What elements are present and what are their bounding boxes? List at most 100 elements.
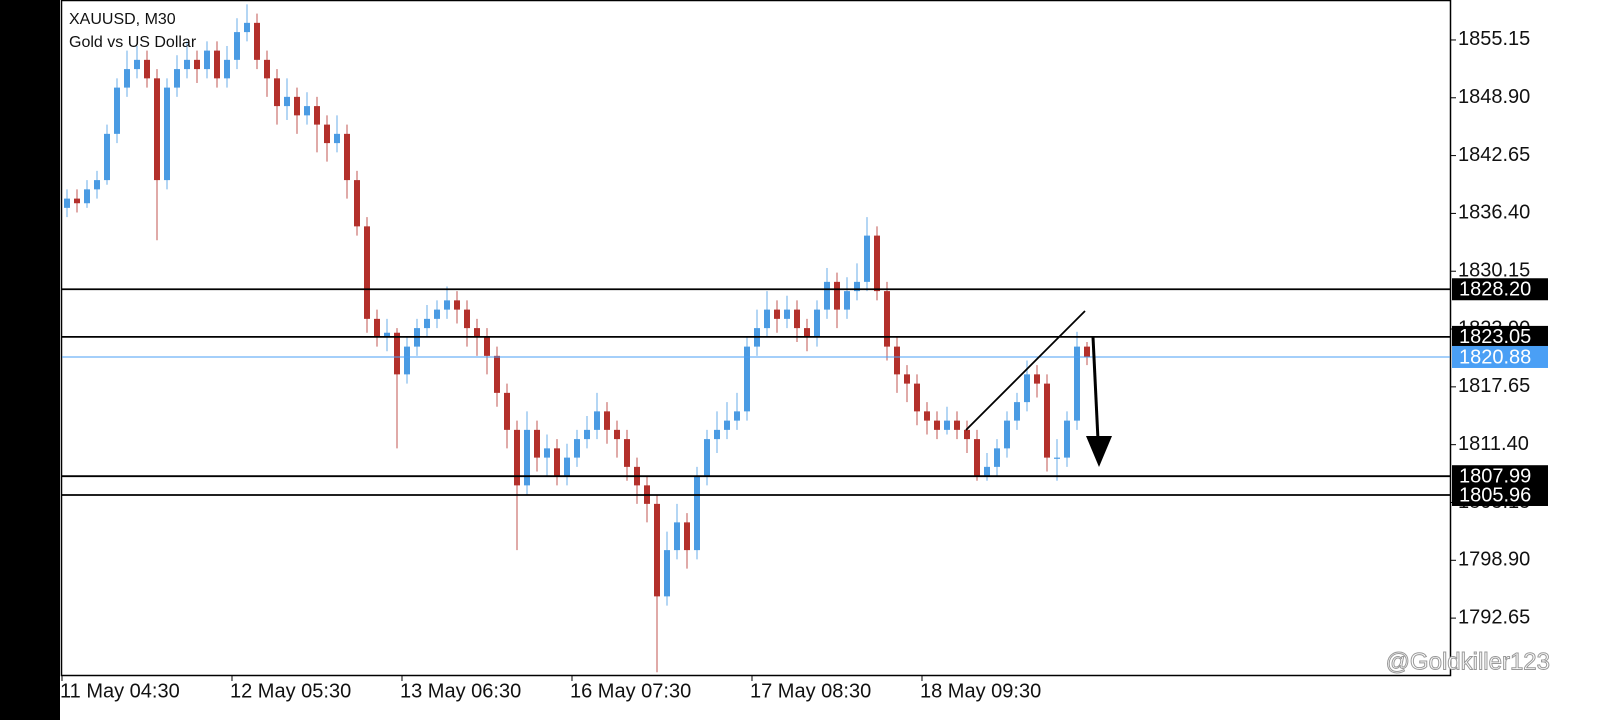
x-tick-label: 17 May 08:30 (750, 680, 871, 702)
price-box (1452, 483, 1548, 506)
x-tick-label: 16 May 07:30 (570, 680, 691, 702)
arrow-shaft (1091, 336, 1100, 441)
candle-body (794, 309, 800, 329)
symbol-title: XAUUSD, M30 (69, 11, 176, 28)
price-box (1452, 345, 1548, 368)
price-box-label: 1823.05 (1459, 326, 1531, 348)
candle-body (1044, 383, 1050, 458)
y-tick-label: 1855.15 (1458, 28, 1530, 50)
candle-body (804, 328, 810, 338)
price-box-label: 1805.96 (1459, 484, 1531, 506)
price-box (1452, 325, 1548, 348)
candle-body (74, 198, 80, 204)
candle-body (914, 383, 920, 412)
candle-body (334, 133, 340, 144)
candle-body (424, 318, 430, 329)
candle-body (564, 457, 570, 477)
price-box-label: 1820.88 (1459, 346, 1531, 368)
candle-body (314, 106, 320, 125)
candle-body (604, 411, 610, 430)
candle-body (524, 429, 530, 486)
y-tick-label: 1798.90 (1458, 549, 1530, 571)
candle-body (274, 78, 280, 107)
x-tick-label: 18 May 09:30 (920, 680, 1041, 702)
y-tick-label: 1830.15 (1458, 260, 1530, 282)
candle-body (254, 22, 260, 60)
candle-body (1084, 346, 1090, 357)
candle-body (1014, 402, 1020, 421)
candle-body (844, 291, 850, 310)
y-tick-label: 1848.90 (1458, 86, 1530, 108)
candle-body (194, 59, 200, 70)
trend-line (965, 310, 1086, 431)
y-tick-label: 1842.65 (1458, 144, 1530, 166)
candle-body (584, 429, 590, 440)
candle-body (244, 22, 250, 33)
price-box-label: 1828.20 (1459, 279, 1531, 301)
candle-body (144, 59, 150, 79)
candle-body (784, 309, 790, 319)
x-tick-label: 12 May 05:30 (230, 680, 351, 702)
candle-body (814, 309, 820, 338)
candle-body (284, 96, 290, 107)
candle-body (454, 300, 460, 310)
candle-body (344, 133, 350, 181)
candle-body (504, 392, 510, 430)
arrow-head (1086, 436, 1112, 467)
candle-body (514, 429, 520, 486)
candle-body (664, 550, 670, 597)
candle-body (624, 439, 630, 467)
symbol-subtitle: Gold vs US Dollar (69, 34, 197, 51)
candle-body (964, 429, 970, 440)
x-tick-label: 13 May 06:30 (400, 680, 521, 702)
y-tick-label: 1792.65 (1458, 606, 1530, 628)
candle-body (714, 429, 720, 440)
candle-body (404, 346, 410, 375)
candle-body (294, 96, 300, 116)
candle-body (64, 198, 70, 208)
candle-body (894, 346, 900, 375)
candle-body (464, 309, 470, 329)
candle-body (384, 332, 390, 338)
candle-body (474, 328, 480, 338)
candle-body (114, 87, 120, 134)
candle-body (534, 429, 540, 458)
price-box (1452, 278, 1548, 301)
candle-body (234, 32, 240, 60)
candle-body (394, 332, 400, 375)
candle-body (324, 124, 330, 144)
candle-body (764, 309, 770, 329)
candle-body (724, 420, 730, 430)
candle-body (554, 448, 560, 477)
y-tick-label: 1836.40 (1458, 202, 1530, 224)
candle-body (744, 346, 750, 412)
candle-body (204, 50, 210, 70)
candle-body (304, 106, 310, 116)
price-box-label: 1807.99 (1459, 465, 1531, 487)
candle-body (864, 235, 870, 282)
candle-body (104, 133, 110, 181)
candle-body (544, 448, 550, 458)
candle-body (484, 337, 490, 356)
left-bar (0, 0, 60, 720)
candle-body (1004, 420, 1010, 449)
candle-body (364, 226, 370, 319)
candle-body (174, 69, 180, 88)
candle-body (934, 420, 940, 430)
candle-body (654, 503, 660, 597)
candle-body (494, 355, 500, 393)
candle-body (944, 420, 950, 430)
candle-body (1064, 420, 1070, 458)
candle-body (264, 59, 270, 79)
candle-body (124, 69, 130, 88)
candle-body (164, 87, 170, 181)
candle-body (214, 50, 220, 79)
candle-body (834, 281, 840, 310)
candle-body (734, 411, 740, 421)
candle-body (824, 281, 830, 310)
candle-body (594, 411, 600, 430)
candle-body (574, 439, 580, 458)
candle-body (854, 281, 860, 292)
